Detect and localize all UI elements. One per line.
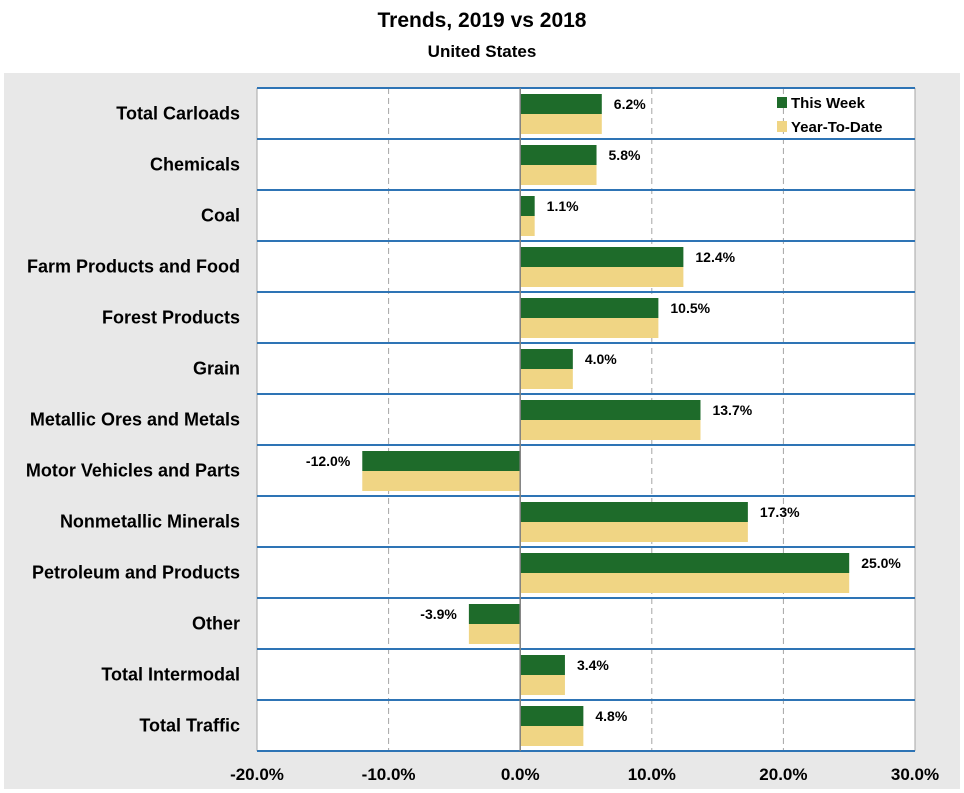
bar-year-to-date [520,573,850,593]
bar-this-week [468,604,521,624]
bar-this-week [520,502,748,522]
bar-this-week [520,349,573,369]
bar-year-to-date [520,318,659,338]
bar-year-to-date [362,471,521,491]
category-label: Forest Products [102,308,240,328]
bar-this-week [520,145,597,165]
bar-this-week [520,196,535,216]
data-label: 1.1% [547,198,579,214]
bar-this-week [520,247,684,267]
bar-year-to-date [520,369,573,389]
legend-label: Year-To-Date [791,119,882,136]
bar-this-week [520,706,584,726]
category-label: Motor Vehicles and Parts [26,461,240,481]
bar-this-week [520,655,565,675]
x-tick-label: -10.0% [362,765,416,784]
bar-year-to-date [468,624,521,644]
data-label: 4.0% [585,351,617,367]
category-label: Grain [193,359,240,379]
category-labels: Total Carloads Chemicals Coal Farm Products… [26,104,240,736]
x-tick-label: 30.0% [891,765,939,784]
data-label: 25.0% [861,555,901,571]
x-tick-label: 10.0% [628,765,676,784]
data-label: 6.2% [614,96,646,112]
bar-this-week [520,400,701,420]
data-label: 17.3% [760,504,800,520]
legend-swatch [777,121,787,132]
category-label: Other [192,614,240,634]
data-label: -12.0% [306,453,351,469]
legend-label: This Week [791,95,866,112]
category-label: Total Intermodal [101,665,240,685]
bar-year-to-date [520,675,565,695]
x-tick-label: 0.0% [501,765,540,784]
bar-this-week [362,451,521,471]
data-label: 10.5% [670,300,710,316]
bars [362,94,850,746]
category-label: Metallic Ores and Metals [30,410,240,430]
data-label: -3.9% [420,606,457,622]
bar-this-week [520,553,850,573]
row-dividers [257,87,915,752]
chart-title: Trends, 2019 vs 2018 [378,9,587,32]
bar-year-to-date [520,114,602,134]
legend: This Week Year-To-Date [777,95,882,136]
bar-year-to-date [520,522,748,542]
category-label: Petroleum and Products [32,563,240,583]
bar-year-to-date [520,267,684,287]
category-label: Total Traffic [139,716,240,736]
category-label: Farm Products and Food [27,257,240,277]
bar-this-week [520,298,659,318]
category-label: Coal [201,206,240,226]
bar-this-week [520,94,602,114]
bar-year-to-date [520,216,535,236]
data-labels: 6.2% 5.8% 1.1% 12.4% 10.5% 4.0% 13.7% -12.0% 17.… [306,96,902,724]
legend-swatch [777,97,787,108]
chart-subtitle: United States [428,42,537,61]
data-label: 13.7% [712,402,752,418]
category-label: Chemicals [150,155,240,175]
x-axis-tick-labels: -20.0% -10.0% 0.0% 10.0% 20.0% 30.0% [230,765,939,784]
bar-year-to-date [520,165,597,185]
bar-year-to-date [520,726,584,746]
data-label: 3.4% [577,657,609,673]
category-label: Nonmetallic Minerals [60,512,240,532]
x-tick-label: 20.0% [759,765,807,784]
category-label: Total Carloads [116,104,240,124]
data-label: 4.8% [595,708,627,724]
bar-year-to-date [520,420,701,440]
x-tick-label: -20.0% [230,765,284,784]
data-label: 12.4% [695,249,735,265]
data-label: 5.8% [609,147,641,163]
